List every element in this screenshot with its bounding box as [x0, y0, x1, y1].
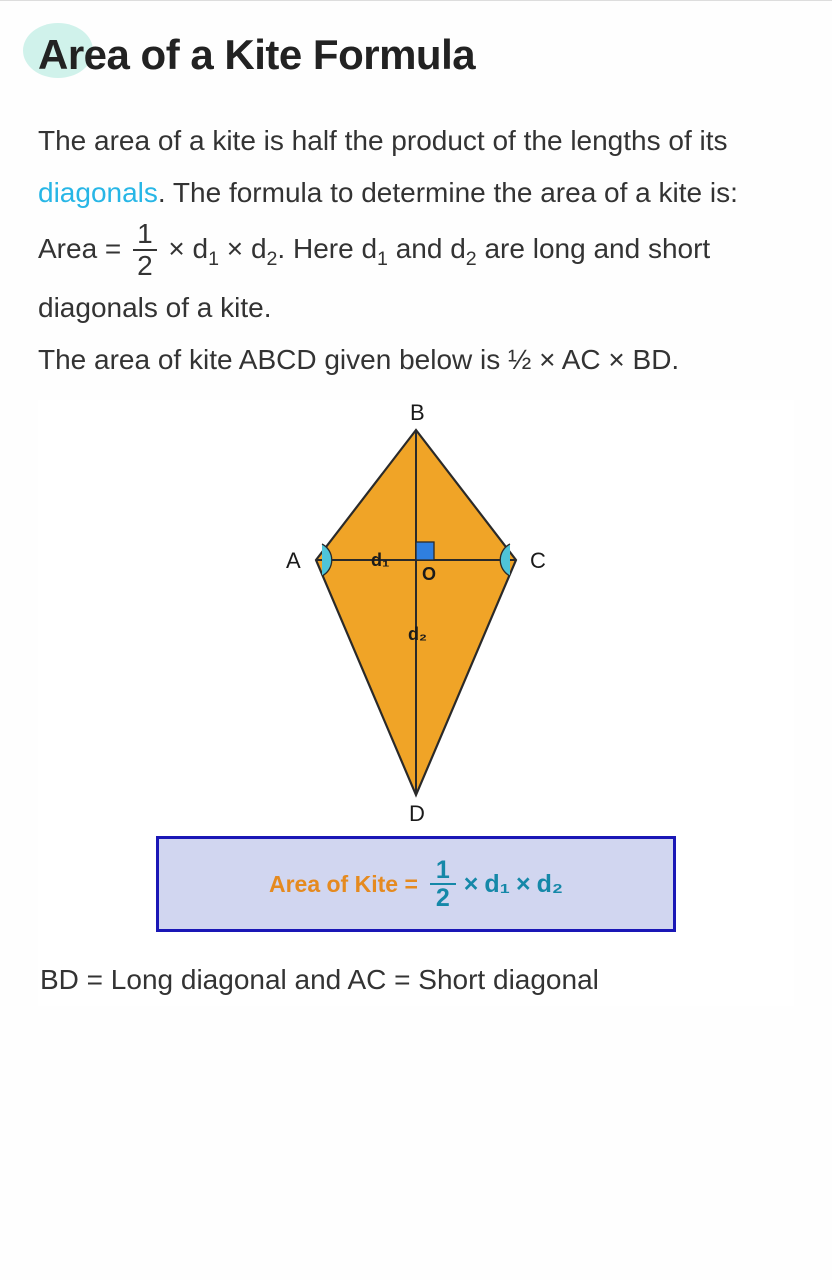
formula-label: Area of Kite =	[269, 871, 418, 898]
fraction-denominator: 2	[133, 251, 157, 282]
intro-paragraph: The area of a kite is half the product o…	[38, 115, 794, 386]
fraction-numerator: 1	[133, 219, 157, 252]
svg-text:C: C	[530, 548, 546, 573]
text-fragment: The area of a kite is half the product o…	[38, 125, 728, 156]
text-fragment: × d	[161, 233, 208, 264]
text-fragment: × d	[219, 233, 266, 264]
text-fragment: and d	[388, 233, 466, 264]
paragraph-2: The area of kite ABCD given below is ½ ×…	[38, 334, 794, 386]
formula-fraction: 1 2	[430, 857, 456, 912]
svg-text:O: O	[422, 564, 436, 584]
diagram-caption: BD = Long diagonal and AC = Short diagon…	[38, 954, 601, 1006]
page-title: Area of a Kite Formula	[38, 31, 794, 79]
kite-diagram: B A C Dd₁ Od₂	[186, 400, 646, 830]
text-fragment: . Here d	[277, 233, 377, 264]
times-symbol: ×	[464, 870, 479, 899]
diagonals-link[interactable]: diagonals	[38, 177, 158, 208]
subscript: 1	[377, 247, 388, 269]
formula-frac-den: 2	[430, 885, 456, 911]
fraction-half: 12	[133, 219, 157, 283]
svg-text:B: B	[410, 400, 425, 425]
subscript: 2	[466, 247, 477, 269]
page-title-text: Area of a Kite Formula	[38, 31, 475, 78]
svg-text:A: A	[286, 548, 301, 573]
formula-d1: d₁	[484, 870, 510, 899]
formula-frac-num: 1	[430, 857, 456, 885]
figure: B A C Dd₁ Od₂ Area of Kite = 1 2 × d₁ × d₂ B…	[38, 400, 794, 1006]
svg-text:d₂: d₂	[408, 624, 427, 644]
svg-text:D: D	[409, 801, 425, 826]
formula-d2: d₂	[537, 870, 563, 899]
svg-text:d₁: d₁	[371, 550, 389, 570]
formula-equation: 1 2 × d₁ × d₂	[428, 857, 563, 912]
subscript: 1	[208, 247, 219, 269]
times-symbol: ×	[516, 870, 531, 899]
subscript: 2	[267, 247, 278, 269]
formula-box: Area of Kite = 1 2 × d₁ × d₂	[156, 836, 676, 933]
page-content: Area of a Kite Formula The area of a kit…	[0, 0, 832, 1016]
